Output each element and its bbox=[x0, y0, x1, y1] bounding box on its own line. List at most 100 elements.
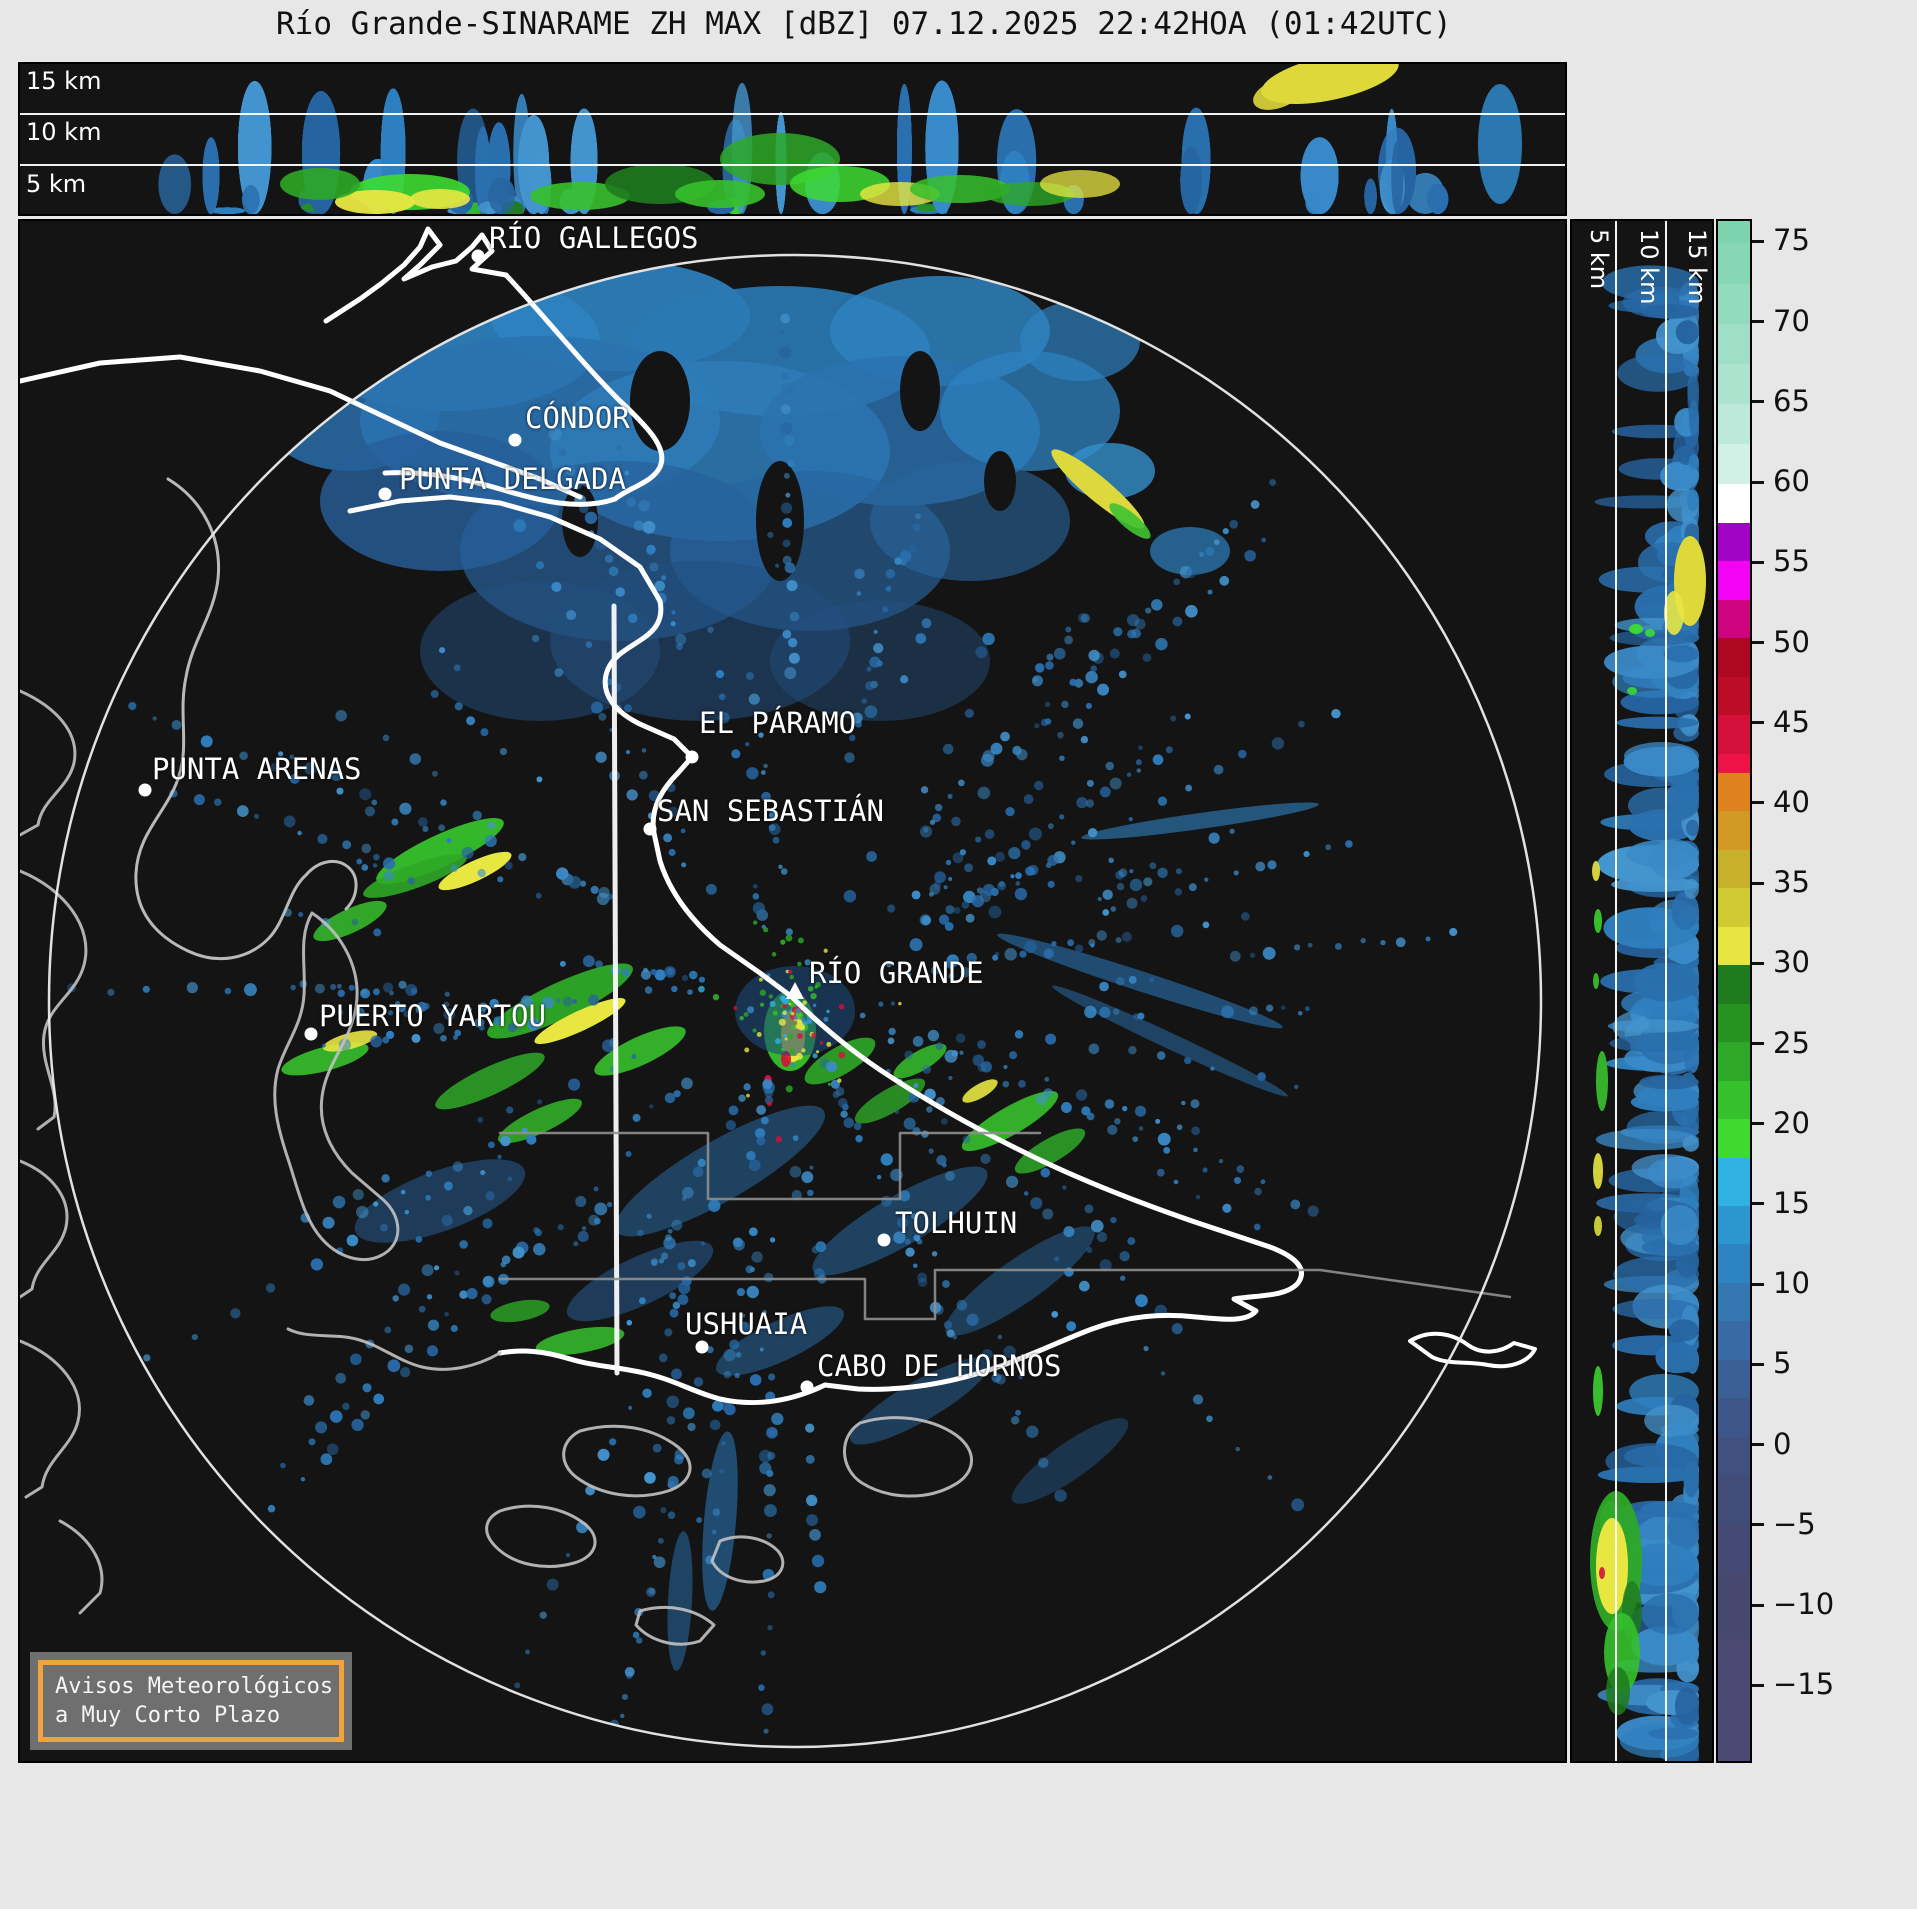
radar-echo-dot bbox=[336, 983, 342, 989]
radar-echo-dot bbox=[593, 1217, 601, 1225]
radar-echo-dot bbox=[1110, 1216, 1117, 1224]
radar-echo-dot bbox=[326, 1443, 339, 1456]
radar-echo-dot bbox=[928, 891, 934, 897]
radar-echo-dot bbox=[373, 1201, 379, 1207]
colorbar-tick-mark bbox=[1752, 881, 1764, 885]
radar-echo-dot bbox=[672, 1301, 681, 1310]
radar-echo-dot bbox=[426, 1294, 433, 1300]
radar-echo-dot bbox=[948, 1075, 953, 1081]
radar-echo-dot bbox=[1149, 862, 1157, 870]
colorbar-segment bbox=[1718, 443, 1750, 485]
cross-section-echo-green bbox=[915, 203, 941, 212]
radar-echo-dot bbox=[906, 972, 912, 978]
coastline-path bbox=[20, 869, 88, 1131]
radar-clutter-dot bbox=[792, 1135, 799, 1141]
right-cross-section-panel: 5 km 10 km 15 km bbox=[1570, 219, 1714, 1763]
radar-echo-dot bbox=[933, 881, 942, 889]
radar-echo-dot bbox=[606, 893, 613, 900]
radar-clutter-dot bbox=[758, 977, 763, 982]
radar-echo-dot bbox=[692, 1166, 704, 1178]
radar-echo-dot bbox=[976, 887, 984, 894]
radar-echo-dot bbox=[1253, 1223, 1261, 1231]
radar-echo-dot bbox=[362, 1383, 372, 1393]
radar-echo-dot bbox=[687, 1259, 696, 1268]
radar-echo-dot bbox=[687, 989, 693, 995]
radar-clutter-dot bbox=[795, 1052, 803, 1060]
radar-echo-dot bbox=[1148, 976, 1155, 983]
radar-echo-dot bbox=[555, 997, 561, 1003]
radar-echo-dot bbox=[1229, 828, 1235, 834]
radar-echo-dot bbox=[289, 773, 300, 784]
radar-echo-dot bbox=[934, 871, 946, 884]
cross-section-echo-blob bbox=[675, 180, 765, 208]
radar-clutter-dot bbox=[785, 1085, 793, 1093]
radar-echo-dot bbox=[658, 1258, 665, 1264]
cross-section-echo-blob bbox=[1606, 1667, 1630, 1715]
radar-echo-dot bbox=[200, 735, 213, 748]
radar-echo-dot bbox=[780, 868, 788, 875]
radar-echo-dot bbox=[1360, 937, 1366, 944]
colorbar-segment bbox=[1718, 849, 1750, 889]
radar-echo-dot bbox=[152, 716, 157, 721]
cross-section-echo bbox=[1612, 1299, 1699, 1320]
radar-echo-dot bbox=[1307, 942, 1313, 948]
radar-echo-dot bbox=[1087, 827, 1098, 838]
radar-echo-dot bbox=[1208, 832, 1220, 844]
radar-echo-dot bbox=[700, 1241, 705, 1246]
radar-echo-dot bbox=[433, 1023, 445, 1034]
radar-echo-dot bbox=[734, 1372, 740, 1379]
radar-echo-dot bbox=[899, 675, 909, 684]
radar-echo-dot bbox=[646, 1213, 652, 1219]
colorbar-segment bbox=[1718, 403, 1750, 445]
radar-echo-dot bbox=[935, 1042, 944, 1050]
radar-echo-dot bbox=[671, 985, 678, 993]
range-ring bbox=[47, 253, 1543, 1749]
radar-echo-dot bbox=[682, 1407, 695, 1420]
radar-echo-dot bbox=[1015, 881, 1021, 886]
cross-section-echo bbox=[1641, 1593, 1699, 1635]
radar-echo-dot bbox=[335, 709, 347, 722]
radar-echo-dot bbox=[1015, 1409, 1021, 1416]
radar-echo-dot bbox=[1126, 772, 1132, 777]
radar-clutter-dot bbox=[823, 1016, 829, 1022]
radar-echo-dot bbox=[1047, 880, 1055, 888]
radar-echo-dot bbox=[977, 1063, 986, 1072]
radar-echo-dot bbox=[1132, 1013, 1140, 1020]
coastline-path bbox=[710, 1535, 785, 1584]
cross-section-echo bbox=[1663, 645, 1699, 663]
radar-clutter-dot bbox=[782, 1003, 788, 1009]
radar-echo-dot bbox=[653, 1556, 666, 1569]
radar-clutter-dot bbox=[826, 1009, 830, 1014]
radar-echo-dot bbox=[899, 1190, 911, 1202]
radar-echo-dot bbox=[360, 988, 371, 999]
radar-clutter-dot bbox=[827, 1082, 831, 1086]
radar-echo-dot bbox=[485, 1191, 495, 1201]
radar-echo-dot bbox=[1120, 1275, 1126, 1281]
radar-clutter-dot bbox=[797, 1033, 803, 1039]
radar-echo-dot bbox=[615, 587, 625, 597]
radar-echo-dot bbox=[392, 1295, 399, 1302]
radar-echo-dot bbox=[676, 643, 683, 650]
radar-echo-dot bbox=[626, 1319, 633, 1326]
radar-echo-dot bbox=[431, 770, 438, 777]
coastline-path bbox=[562, 1424, 692, 1498]
radar-echo-dot bbox=[336, 787, 344, 795]
radar-echo-dot bbox=[801, 1171, 814, 1184]
radar-clutter-dot bbox=[771, 952, 777, 957]
radar-echo-dot bbox=[1066, 1321, 1077, 1332]
radar-echo-dot bbox=[807, 1189, 814, 1197]
cross-section-echo bbox=[1626, 1543, 1699, 1587]
radar-echo-dot bbox=[399, 802, 412, 815]
radar-clutter-dot bbox=[806, 1018, 813, 1025]
cross-section-echo bbox=[1682, 1135, 1699, 1152]
radar-echo-dot bbox=[565, 465, 576, 476]
radar-echo-dot bbox=[512, 1006, 519, 1013]
city-label: RÍO GALLEGOS bbox=[489, 221, 699, 255]
radar-echo-dot bbox=[459, 1290, 468, 1299]
radar-echo-dot bbox=[1110, 906, 1117, 912]
radar-echo-dot bbox=[1132, 1136, 1139, 1143]
radar-echo-dot bbox=[1128, 817, 1133, 822]
radar-echo-dot bbox=[1185, 568, 1196, 579]
cross-section-echo bbox=[1595, 1129, 1699, 1151]
short-term-warnings-button[interactable]: Avisos Meteorológicos a Muy Corto Plazo bbox=[38, 1660, 344, 1742]
